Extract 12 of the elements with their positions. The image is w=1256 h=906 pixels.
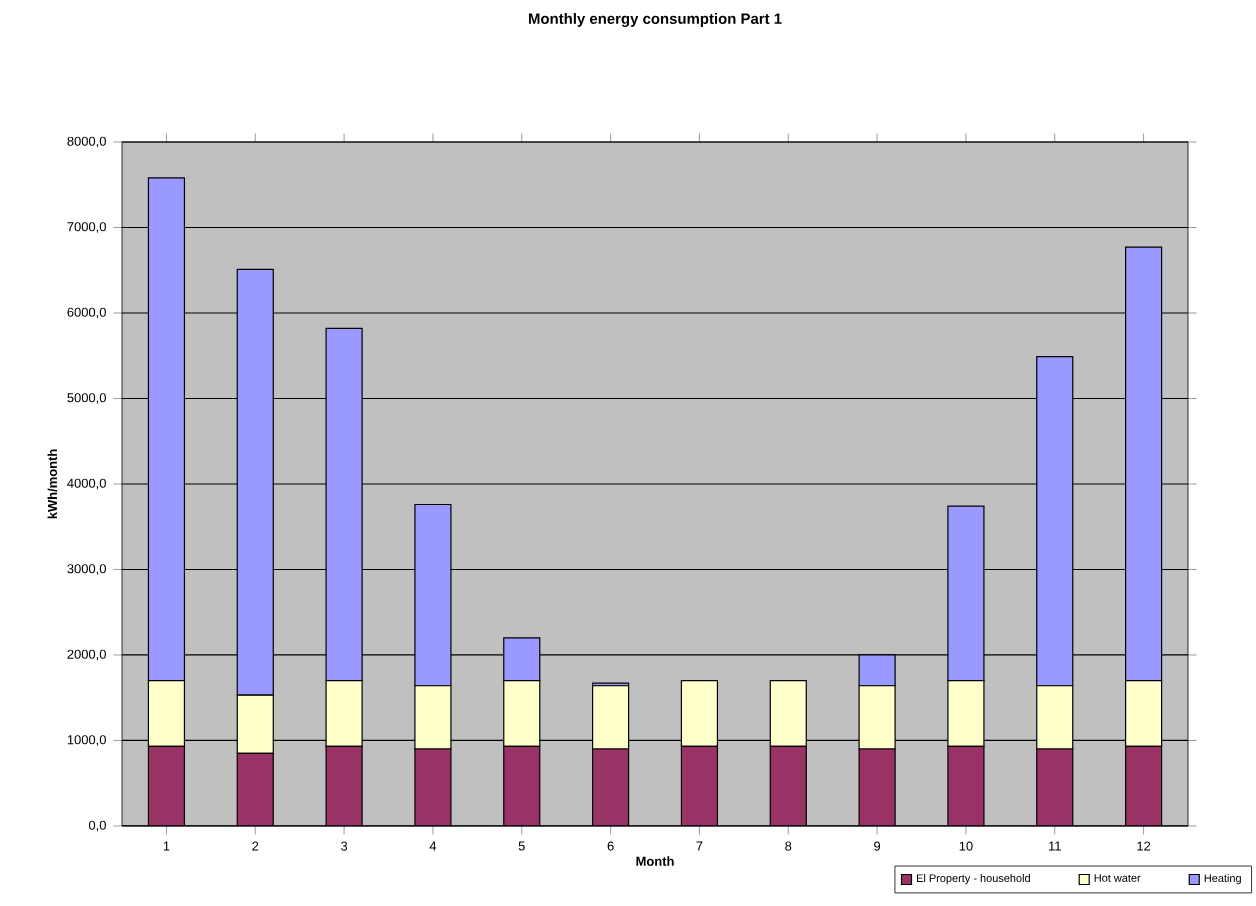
bar	[236, 752, 274, 826]
bar	[680, 745, 719, 826]
bar	[592, 748, 630, 826]
bar	[1036, 748, 1074, 826]
bar	[325, 745, 363, 826]
bar	[147, 745, 186, 826]
bar	[769, 745, 807, 826]
bar	[858, 748, 896, 826]
bar	[503, 745, 541, 826]
bar	[414, 748, 452, 826]
bar	[947, 745, 985, 826]
bar	[1125, 745, 1163, 826]
